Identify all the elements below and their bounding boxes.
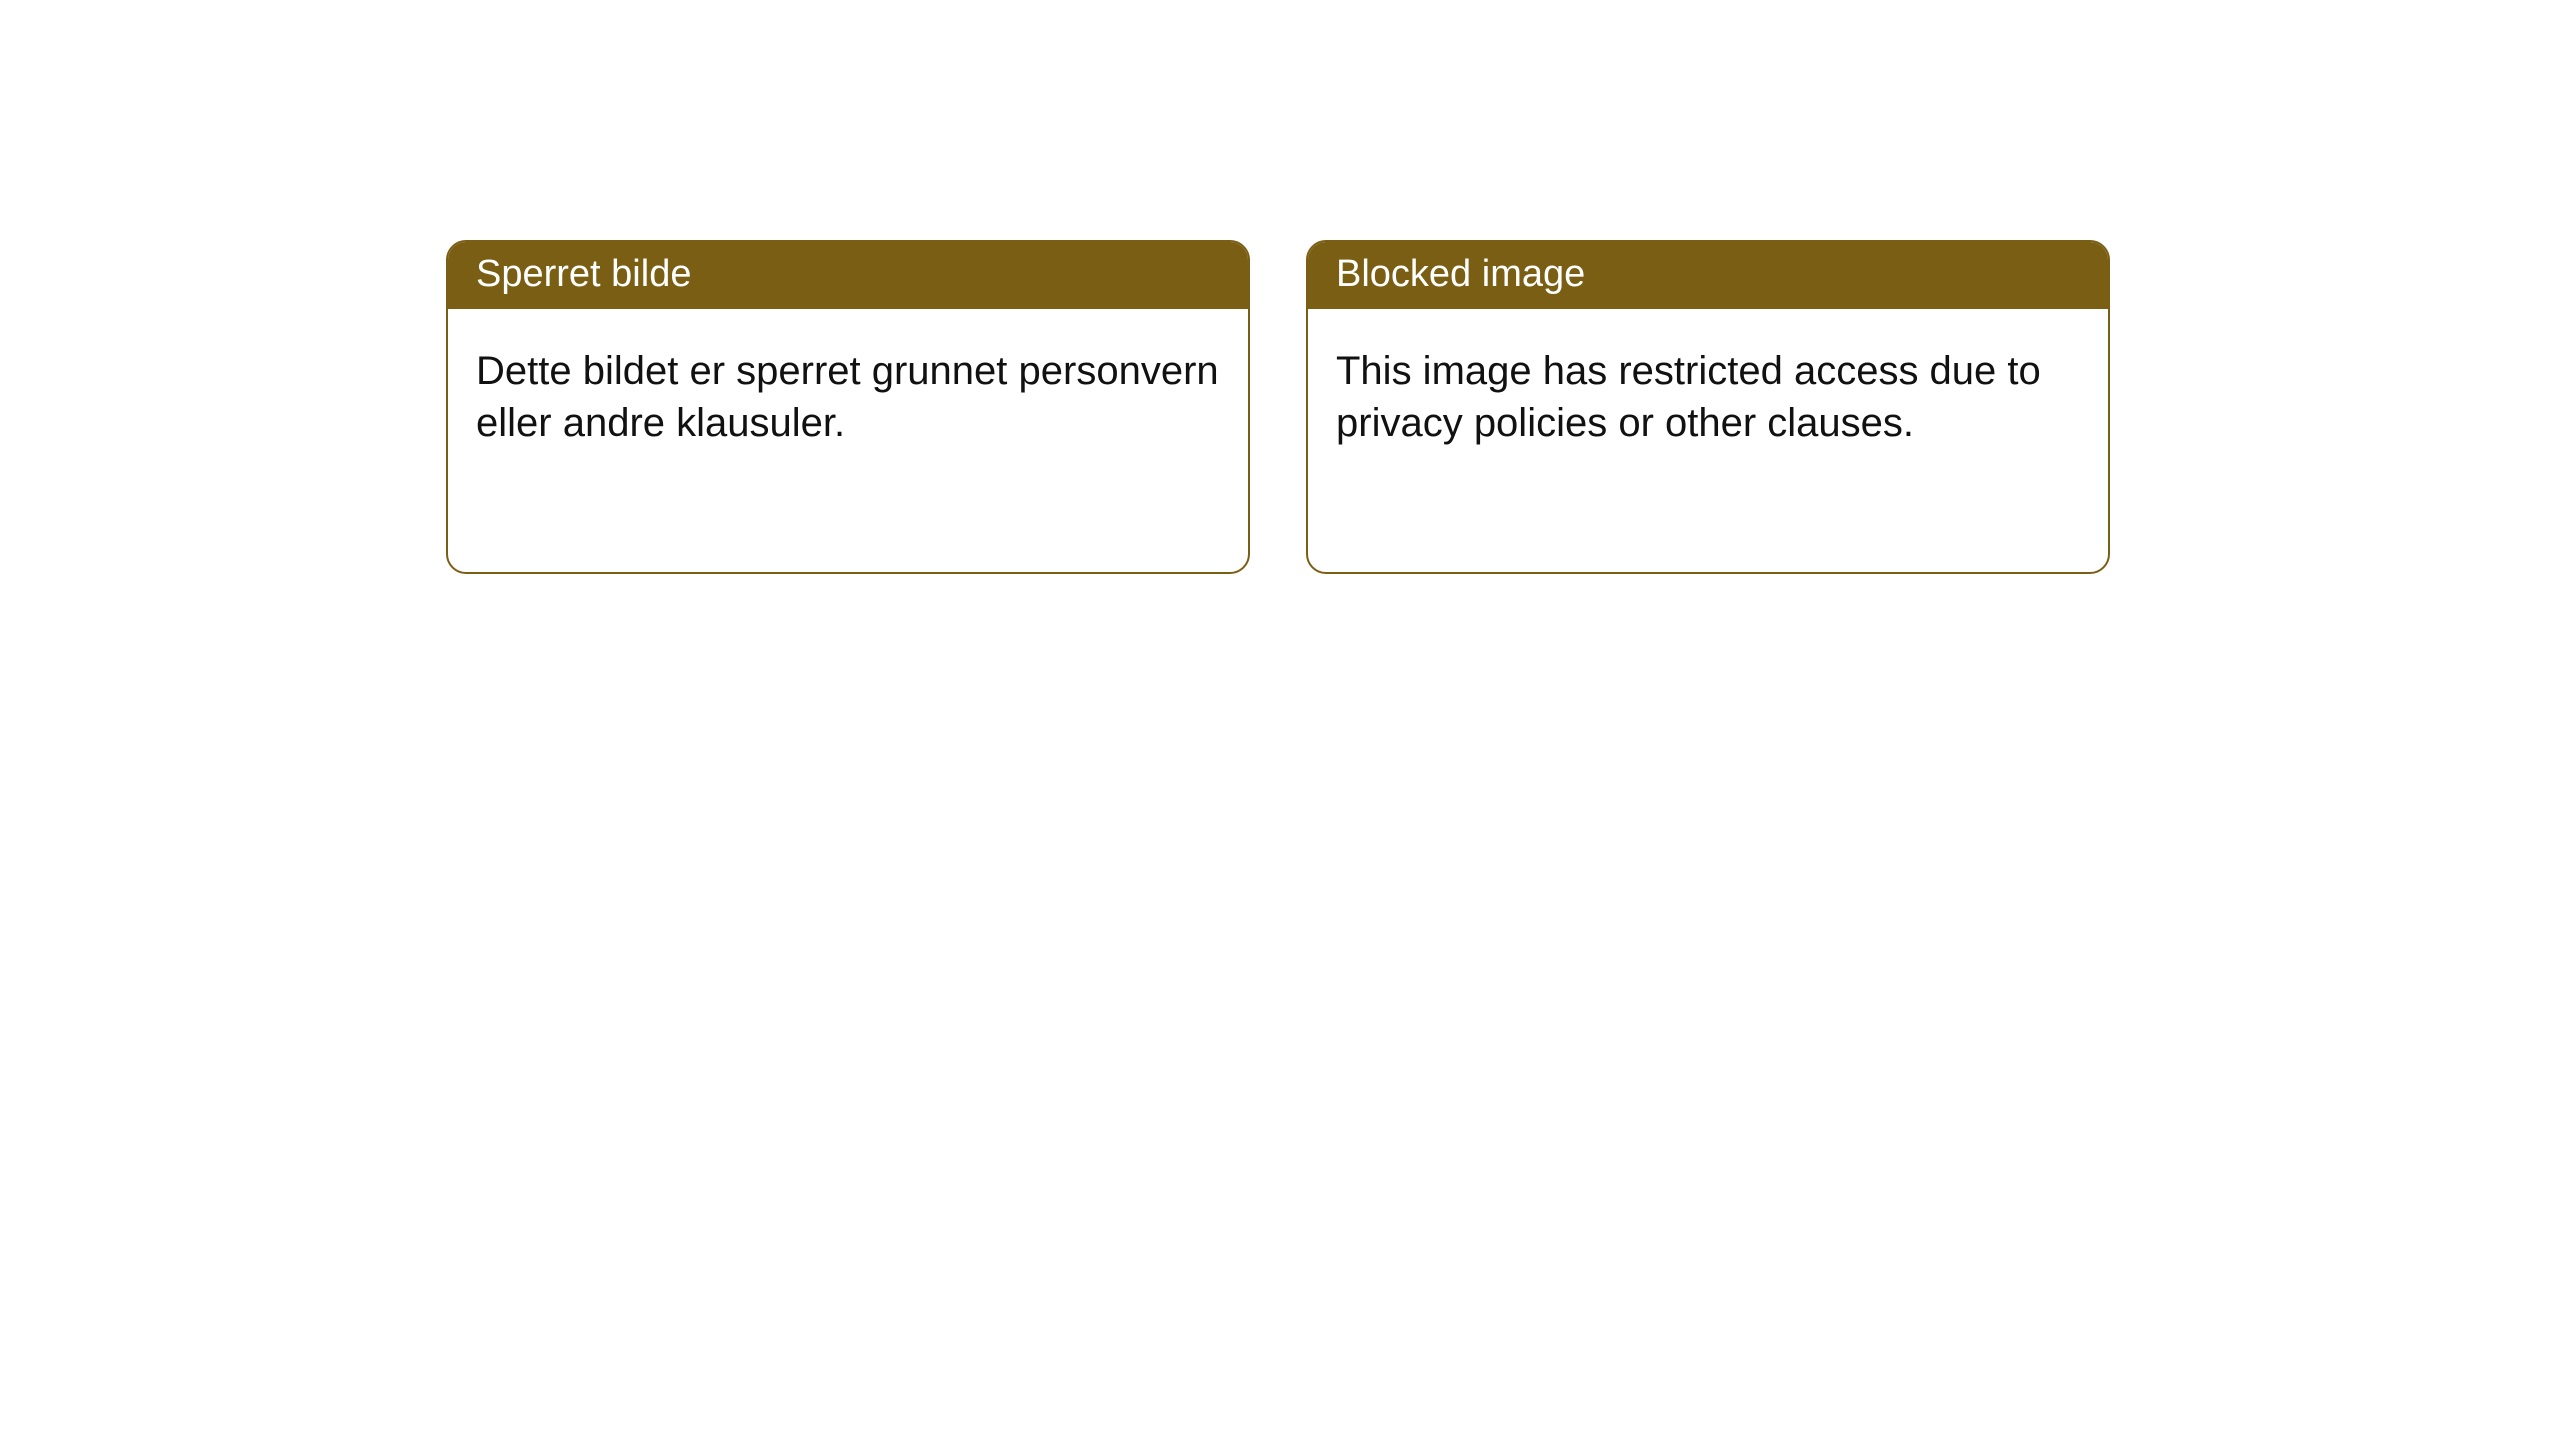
callout-body: This image has restricted access due to … <box>1308 309 2108 485</box>
callout-header: Sperret bilde <box>448 242 1248 309</box>
callout-title-text: Blocked image <box>1336 253 1585 295</box>
callout-body-text: Dette bildet er sperret grunnet personve… <box>476 349 1219 445</box>
callout-title-text: Sperret bilde <box>476 253 691 295</box>
callout-box-norwegian: Sperret bilde Dette bildet er sperret gr… <box>446 240 1250 574</box>
callout-header: Blocked image <box>1308 242 2108 309</box>
callout-body-text: This image has restricted access due to … <box>1336 349 2041 445</box>
callout-box-english: Blocked image This image has restricted … <box>1306 240 2110 574</box>
callout-body: Dette bildet er sperret grunnet personve… <box>448 309 1248 485</box>
callout-container: Sperret bilde Dette bildet er sperret gr… <box>0 0 2560 574</box>
